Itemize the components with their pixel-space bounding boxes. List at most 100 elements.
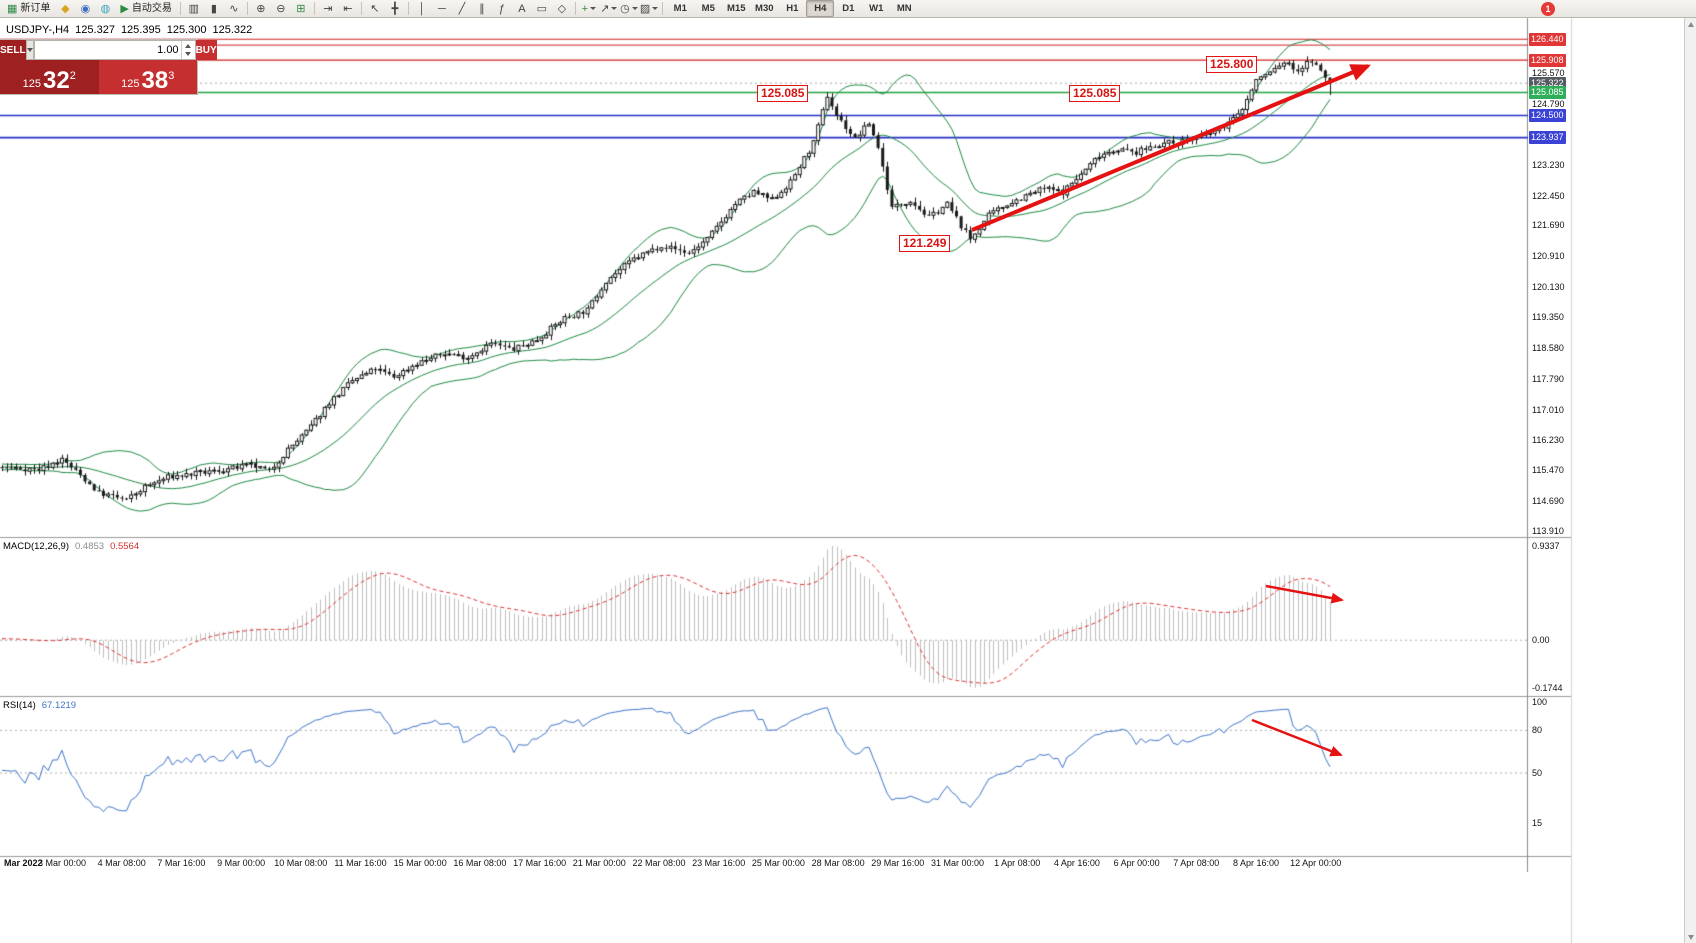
fibonacci-icon: ƒ (498, 2, 505, 15)
quote-close: 125.322 (212, 24, 253, 36)
text-label-button[interactable]: ▭ (532, 0, 552, 18)
one-click-trade-panel: SELL BUY 125 32 2 125 38 3 (0, 40, 217, 94)
navigator-button[interactable]: ◍ (95, 0, 115, 18)
chart-shift-button[interactable]: ⇤ (338, 0, 358, 18)
toolbar-separator (179, 2, 181, 15)
objects-arrow-icon: ↗ (600, 2, 610, 15)
candlestick-button[interactable]: ▮ (204, 0, 224, 18)
down-arrow-icon (1688, 934, 1694, 940)
periods-button[interactable]: ◷ (619, 0, 639, 18)
time-label: 8 Apr 16:00 (1232, 858, 1280, 868)
cursor-button[interactable]: ↖ (365, 0, 385, 18)
timeframe-d1[interactable]: D1 (842, 3, 855, 14)
alert-badge[interactable]: 1 (1541, 2, 1555, 16)
auto-scroll-button[interactable]: ⇥ (318, 0, 338, 18)
sell-button[interactable]: SELL (0, 40, 26, 60)
chart-shift-icon: ⇤ (343, 2, 353, 15)
vertical-line-button[interactable]: │ (412, 0, 432, 18)
zoom-out-button[interactable]: ⊖ (271, 0, 291, 18)
buy-price-display[interactable]: 125 38 3 (98, 60, 197, 94)
shapes-button[interactable]: ◇ (552, 0, 572, 18)
bar-chart-icon: ▥ (188, 2, 200, 15)
market-watch-button[interactable]: ◆ (55, 0, 75, 18)
buy-price-big: 38 (141, 67, 169, 94)
timeframe-m5[interactable]: M5 (701, 3, 715, 14)
channel-button[interactable]: ∥ (472, 0, 492, 18)
volume-spinner[interactable] (180, 41, 195, 59)
tile-windows-button[interactable]: ⊞ (291, 0, 311, 18)
price-annotation[interactable]: 125.800 (1206, 56, 1258, 73)
crosshair-button[interactable]: ╋ (385, 0, 405, 18)
periods-icon: ◷ (620, 2, 630, 15)
text-label-icon: ▭ (536, 2, 548, 15)
time-label: 15 Mar 00:00 (393, 858, 447, 868)
fibonacci-button[interactable]: ƒ (492, 0, 512, 18)
quote-line: USDJPY-,H4 125.327 125.395 125.300 125.322 (6, 24, 258, 36)
line-chart-icon: ∿ (229, 2, 239, 15)
rsi-axis-label: 80 (1532, 725, 1543, 736)
volume-input[interactable] (34, 44, 181, 56)
quote-low: 125.300 (166, 24, 207, 36)
macd-axis-max: 0.9337 (1532, 541, 1560, 551)
time-label: 6 Apr 00:00 (1113, 858, 1160, 868)
zoom-in-icon: ⊕ (256, 2, 266, 15)
timeframe-mn[interactable]: MN (896, 3, 912, 14)
macd-title-text: MACD(12,26,9) (3, 541, 69, 552)
timeframe-h4[interactable]: H4 (806, 0, 835, 17)
price-tick: 114.690 (1532, 495, 1564, 506)
timeframe-m30[interactable]: M30 (755, 3, 774, 14)
buy-button[interactable]: BUY (195, 40, 217, 60)
horizontal-line-button[interactable]: ─ (432, 0, 452, 18)
templates-button[interactable]: ▨ (639, 0, 659, 18)
auto-scroll-icon: ⇥ (323, 2, 333, 15)
vertical-scrollbar[interactable] (1684, 18, 1696, 943)
indicators-add-button[interactable]: + (579, 0, 599, 18)
line-chart-button[interactable]: ∿ (224, 0, 244, 18)
price-annotation[interactable]: 125.085 (1069, 85, 1121, 102)
price-tick: 120.910 (1532, 251, 1565, 262)
macd-label: MACD(12,26,9) 0.4853 0.5564 (3, 541, 145, 552)
spinner-up-icon (185, 44, 192, 49)
time-label: 25 Mar 00:00 (751, 858, 805, 868)
trade-panel-prices: 125 32 2 125 38 3 (0, 60, 197, 94)
price-annotation[interactable]: 121.249 (899, 235, 951, 252)
trendline-button[interactable]: ╱ (452, 0, 472, 18)
rsi-axis-label: 15 (1532, 817, 1543, 828)
time-label-month: Mar 2022 (4, 858, 43, 868)
timeframe-h1[interactable]: H1 (786, 3, 799, 14)
time-label: 9 Mar 00:00 (217, 858, 266, 868)
auto-trading-button[interactable]: ▶ 自动交易 (115, 0, 176, 18)
price-tick: 115.470 (1532, 465, 1564, 476)
quote-open: 125.327 (75, 24, 115, 36)
data-window-button[interactable]: ◉ (75, 0, 95, 18)
toolbar-separator (662, 2, 664, 15)
price-tick: 121.690 (1532, 220, 1565, 231)
new-order-button[interactable]: ▦ 新订单 (2, 0, 55, 18)
timeframe-m15[interactable]: M15 (727, 3, 746, 14)
price-annotation[interactable]: 125.085 (757, 85, 809, 102)
price-tick: 119.350 (1532, 312, 1564, 323)
timeframe-m1[interactable]: M1 (673, 3, 687, 14)
new-order-button-label: 新订单 (20, 2, 51, 14)
toolbar-separator (313, 2, 315, 15)
sell-price-sup: 2 (69, 70, 76, 82)
horizontal-line-icon: ─ (437, 2, 446, 15)
bar-chart-button[interactable]: ▥ (184, 0, 204, 18)
scroll-up-button[interactable] (1685, 18, 1696, 30)
price-tick: 116.230 (1532, 435, 1564, 446)
zoom-in-button[interactable]: ⊕ (251, 0, 271, 18)
text-button[interactable]: A (512, 0, 532, 18)
objects-arrow-button[interactable]: ↗ (599, 0, 619, 18)
candlestick-icon: ▮ (210, 2, 217, 15)
scroll-down-button[interactable] (1685, 931, 1696, 943)
timeframe-w1[interactable]: W1 (869, 3, 884, 14)
cursor-icon: ↖ (370, 2, 380, 15)
sell-price-big: 32 (43, 67, 70, 94)
sell-price-display[interactable]: 125 32 2 (0, 60, 99, 94)
rsi-title-text: RSI(14) (3, 700, 36, 711)
order-type-dropdown[interactable] (25, 40, 34, 60)
time-axis[interactable]: Mar 2022 3 Mar 00:00 4 Mar 08:00 7 Mar 16:0… (0, 858, 1572, 872)
price-axis[interactable]: 125.570 124.790 123.230 122.450 121.690 120.9… (1528, 0, 1574, 943)
